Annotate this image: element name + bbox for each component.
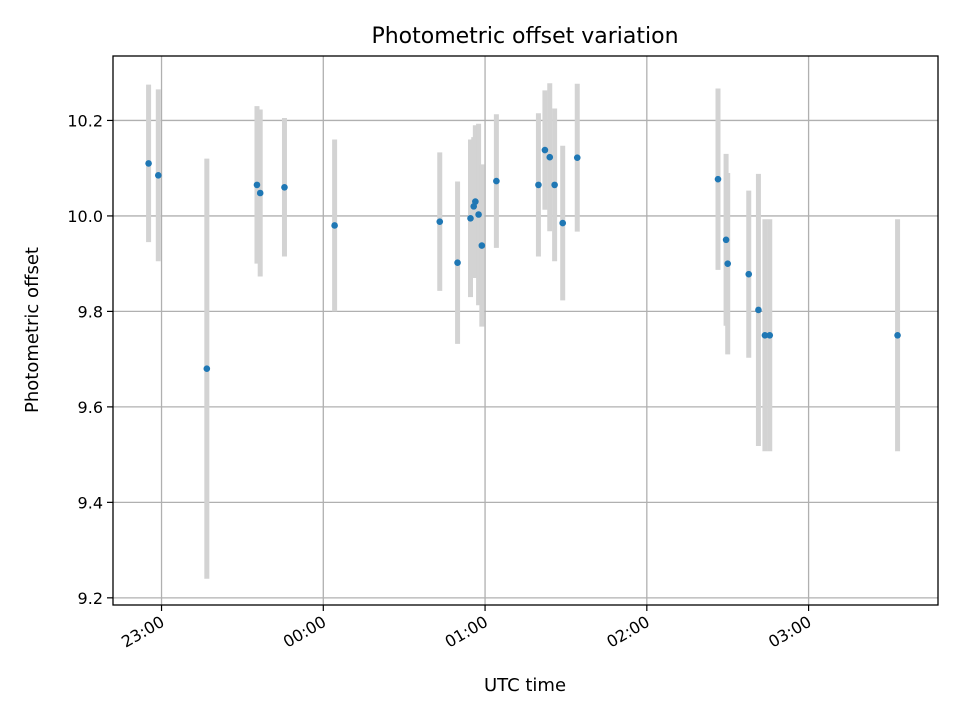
data-point [714,175,722,183]
y-tick-label: 10.2 [67,111,103,130]
y-tick-label: 9.2 [78,589,103,608]
data-point [551,181,558,189]
data-point [546,153,554,161]
grid-lines [113,56,938,605]
data-point [894,331,901,339]
data-point [281,183,288,191]
data-point [478,242,486,249]
data-point [454,259,461,267]
y-tick-label: 9.4 [78,493,103,512]
data-point [493,177,500,185]
data-point [755,306,762,314]
y-tick-label: 9.8 [78,302,103,321]
plot-frame [112,55,939,606]
data-point [331,222,338,229]
y-axis-ticks: 9.2 9.4 9.6 9.8 10.0 10.2 [67,111,113,608]
data-point [766,331,774,339]
y-tick-label: 9.6 [78,398,103,417]
data-point [541,146,549,154]
data-point [761,331,769,339]
data-point [724,260,732,267]
data-point [559,219,567,227]
x-axis-title: UTC time [484,675,566,696]
y-axis-title: Photometric offset [22,247,43,413]
chart-title: Photometric offset variation [371,24,678,49]
data-point [256,189,264,197]
data-point [467,215,474,222]
data-point [745,270,753,278]
data-point [535,181,542,189]
data-point [145,160,152,167]
y-tick-label: 10.0 [67,207,103,226]
data-point [472,198,479,205]
data-point [154,172,162,179]
data-point [436,218,444,225]
data-point [203,365,211,372]
data-point [253,181,261,189]
data-point [722,236,730,244]
data-points [145,146,901,372]
data-point [475,211,482,218]
data-point [573,154,581,161]
